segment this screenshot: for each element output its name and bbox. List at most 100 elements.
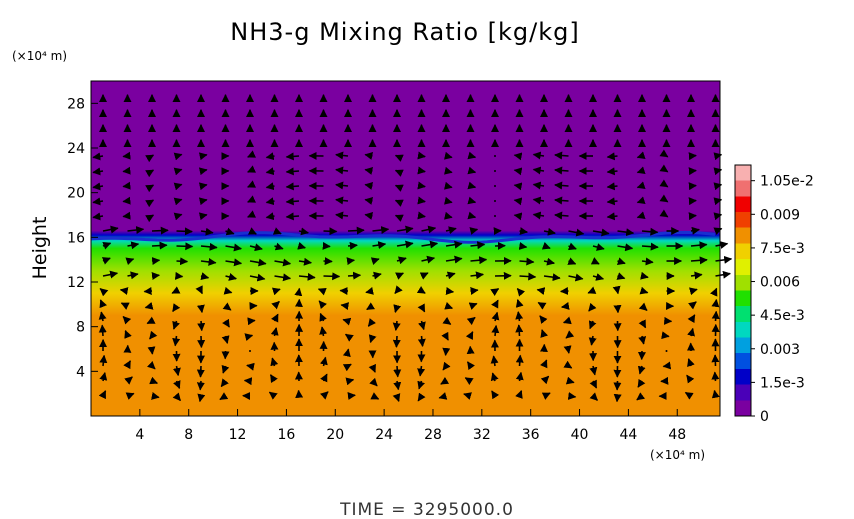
wind-vector — [616, 272, 626, 280]
wind-vector — [364, 152, 374, 160]
wind-vector — [690, 241, 708, 250]
wind-vector — [149, 376, 159, 385]
wind-vector — [491, 311, 500, 322]
wind-vector — [172, 335, 181, 347]
wind-vector — [323, 257, 333, 266]
wind-vector — [151, 226, 169, 235]
wind-vector — [443, 211, 453, 220]
wind-vector — [98, 324, 107, 337]
wind-vector — [561, 301, 570, 310]
wind-vector — [443, 166, 453, 175]
wind-vector — [567, 257, 577, 265]
wind-vector — [225, 273, 237, 281]
wind-vector — [491, 324, 500, 337]
wind-vector — [219, 392, 229, 401]
wind-vector — [540, 375, 550, 385]
wind-vector — [247, 195, 257, 203]
wind-vector — [172, 320, 180, 330]
wind-vector — [347, 241, 358, 250]
wind-vector — [536, 287, 546, 296]
wind-vector — [464, 377, 474, 386]
wind-vector — [392, 335, 401, 348]
wind-vector — [665, 350, 668, 352]
wind-vector — [173, 197, 183, 206]
wind-vector — [494, 215, 496, 217]
wind-vector — [445, 240, 463, 249]
wind-vector — [394, 154, 404, 162]
wind-vector — [543, 227, 556, 236]
wind-vector — [659, 149, 669, 158]
wind-vector — [543, 273, 561, 282]
x-tick-label: 24 — [375, 427, 393, 443]
wind-vector — [606, 197, 618, 206]
wind-vector — [554, 211, 569, 220]
wind-vector — [223, 286, 233, 295]
wind-vector — [270, 357, 279, 367]
wind-vector — [392, 393, 401, 402]
wind-vector — [592, 273, 605, 281]
wind-vector — [659, 179, 669, 188]
wind-vector — [568, 273, 584, 282]
wind-vector — [225, 243, 242, 252]
wind-vector — [396, 256, 407, 265]
wind-vector — [513, 182, 523, 191]
x-tick-label: 8 — [184, 427, 193, 443]
wind-vector — [421, 255, 436, 264]
wind-vector — [147, 360, 156, 370]
colorbar-tick-label: 0.009 — [760, 207, 800, 223]
wind-vector — [99, 287, 109, 297]
x-tick-label: 40 — [571, 427, 589, 443]
wind-vector — [271, 313, 279, 323]
x-tick-label: 12 — [229, 427, 247, 443]
wind-vector — [265, 182, 275, 191]
wind-vector — [394, 199, 404, 207]
wind-vector — [364, 197, 374, 205]
wind-vector — [319, 326, 328, 337]
wind-vector — [494, 155, 496, 157]
wind-vector — [465, 331, 474, 341]
wind-vector — [101, 257, 111, 265]
wind-vector — [659, 209, 669, 218]
wind-vector — [99, 354, 108, 367]
wind-vector — [467, 196, 477, 205]
wind-vector — [198, 212, 208, 221]
wind-vector — [417, 151, 426, 160]
wind-vector — [393, 304, 402, 313]
wind-vector — [198, 167, 208, 176]
wind-vector — [606, 152, 618, 161]
wind-vector — [687, 327, 695, 337]
wind-vector — [394, 285, 403, 295]
colorbar-tick-label: 0.006 — [760, 275, 800, 291]
wind-vector — [395, 272, 405, 280]
wind-vector — [198, 182, 208, 191]
wind-vector — [372, 226, 390, 234]
wind-vector — [99, 372, 108, 382]
wind-vector — [659, 194, 669, 203]
wind-vector — [445, 226, 457, 235]
wind-vector — [444, 302, 454, 310]
wind-vector — [587, 286, 597, 294]
wind-vector — [124, 329, 132, 339]
wind-vector — [636, 151, 646, 160]
wind-vector — [335, 151, 349, 160]
wind-vector — [122, 196, 131, 205]
x-tick-label: 4 — [135, 427, 144, 443]
wind-vector — [515, 299, 524, 308]
wind-vector — [532, 211, 545, 220]
wind-vector — [513, 197, 523, 206]
wind-vector — [285, 212, 300, 221]
wind-vector — [319, 356, 328, 367]
wind-vector — [323, 227, 338, 236]
wind-vector — [637, 378, 646, 388]
x-tick-label: 44 — [619, 427, 637, 443]
x-tick-label: 28 — [424, 427, 442, 443]
wind-vector — [176, 242, 194, 251]
wind-vector — [364, 167, 374, 175]
wind-vector — [342, 363, 352, 372]
wind-vector — [272, 227, 282, 235]
wind-vector — [197, 320, 206, 332]
wind-vector — [122, 316, 132, 325]
wind-vector — [554, 166, 569, 175]
wind-vector — [565, 376, 575, 385]
wind-vector — [298, 257, 312, 266]
